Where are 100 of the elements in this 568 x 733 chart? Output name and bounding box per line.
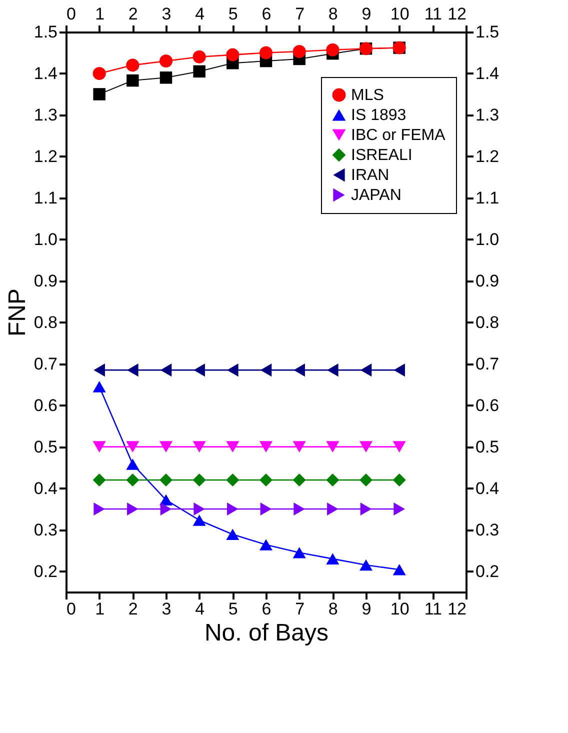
x2-tick-label: 7: [295, 4, 305, 24]
point: [360, 502, 372, 516]
legend-label: IS 1893: [351, 107, 406, 124]
point: [327, 364, 338, 377]
y-tick-label: 0.8: [34, 312, 58, 332]
point: [359, 441, 373, 452]
x-tick-label: 4: [195, 600, 205, 618]
point: [93, 88, 106, 100]
point: [326, 473, 340, 487]
y-tick-label: 1.5: [34, 22, 58, 42]
x2-tick-label: 0: [66, 4, 76, 24]
legend-label: IBC or FEMA: [351, 127, 446, 144]
point: [160, 502, 172, 516]
point: [226, 48, 240, 62]
point: [326, 43, 340, 56]
point: [394, 502, 405, 516]
point: [126, 473, 140, 487]
point: [192, 473, 206, 487]
point: [359, 473, 373, 487]
x-tick-label: 6: [262, 600, 272, 618]
x2-tick-label: 10: [390, 4, 410, 24]
x2-tick-label: 3: [162, 4, 172, 24]
y-tick-label: 0.2: [34, 562, 58, 581]
point: [160, 364, 172, 377]
y2-tick-label: 1.2: [476, 146, 500, 166]
x-tick-label: 2: [128, 600, 138, 618]
x2-tick-label: 8: [328, 4, 338, 24]
y2-tick-label: 0.4: [476, 478, 500, 498]
point: [159, 473, 173, 487]
legend-label: MLS: [351, 87, 384, 104]
legend-label: IRAN: [351, 167, 390, 184]
point: [92, 473, 106, 487]
y-tick-label: 0.6: [34, 396, 58, 415]
x2-tick-label: 5: [228, 4, 238, 24]
point: [327, 502, 338, 516]
point: [194, 364, 205, 377]
y2-tick-label: 1.0: [476, 230, 500, 249]
point: [193, 65, 206, 78]
x2-tick-label: 6: [262, 4, 272, 24]
point: [160, 72, 172, 84]
x-tick-label: 9: [362, 600, 372, 618]
x-tick-label: 5: [228, 600, 238, 618]
point: [227, 364, 238, 377]
y-tick-label: 0.4: [34, 478, 58, 498]
point: [326, 553, 340, 564]
point: [392, 564, 406, 576]
point: [259, 46, 273, 60]
point: [292, 473, 306, 487]
y-tick-label: 1.2: [34, 146, 58, 166]
point: [92, 441, 106, 452]
point: [126, 441, 140, 452]
x2-tick-label: 11: [424, 4, 442, 24]
y-tick-label: 1.3: [34, 105, 58, 124]
y-tick-label: 0.5: [34, 437, 58, 456]
x-axis-title: No. of Bays: [204, 620, 329, 646]
x-tick-label: 3: [162, 600, 172, 618]
point: [359, 559, 373, 571]
point: [126, 74, 139, 87]
point: [192, 514, 206, 526]
x2-tick-label: 2: [128, 4, 138, 24]
point: [260, 364, 272, 377]
x-tick-label: 0: [66, 600, 76, 618]
point: [227, 502, 238, 516]
point: [159, 54, 173, 68]
point: [94, 364, 105, 377]
y2-tick-label: 0.8: [476, 312, 500, 332]
y-tick-label: 1.4: [34, 64, 58, 83]
point: [292, 441, 306, 452]
point: [392, 441, 406, 452]
y2-tick-label: 0.9: [476, 271, 500, 290]
point: [259, 539, 273, 550]
point: [226, 528, 240, 540]
x-tick-label: 1: [95, 600, 105, 618]
point: [292, 44, 306, 58]
point: [360, 364, 372, 377]
point: [92, 381, 106, 392]
y2-tick-label: 0.3: [476, 520, 500, 540]
x-tick-label: 11: [424, 600, 442, 618]
point: [126, 458, 140, 470]
y2-tick-label: 1.1: [476, 188, 500, 208]
y-axis-title: FNP: [4, 288, 31, 336]
y-tick-label: 1.0: [34, 230, 58, 249]
y-tick-label: 0.9: [34, 271, 58, 290]
point: [392, 473, 406, 487]
point: [294, 502, 305, 516]
y-tick-label: 1.1: [34, 188, 58, 208]
y2-tick-label: 1.3: [476, 105, 500, 124]
point: [159, 441, 173, 452]
point: [259, 441, 273, 452]
y-tick-label: 0.7: [34, 354, 58, 374]
y2-tick-label: 0.6: [476, 396, 500, 415]
legend-label: JAPAN: [351, 187, 402, 204]
point: [126, 58, 140, 72]
point: [259, 473, 273, 487]
x-tick-label: 8: [328, 600, 338, 618]
x-tick-label: 10: [390, 600, 410, 618]
x-tick-label: 7: [295, 600, 305, 618]
point: [192, 50, 206, 64]
point: [159, 494, 173, 506]
x2-tick-label: 12: [448, 4, 466, 24]
